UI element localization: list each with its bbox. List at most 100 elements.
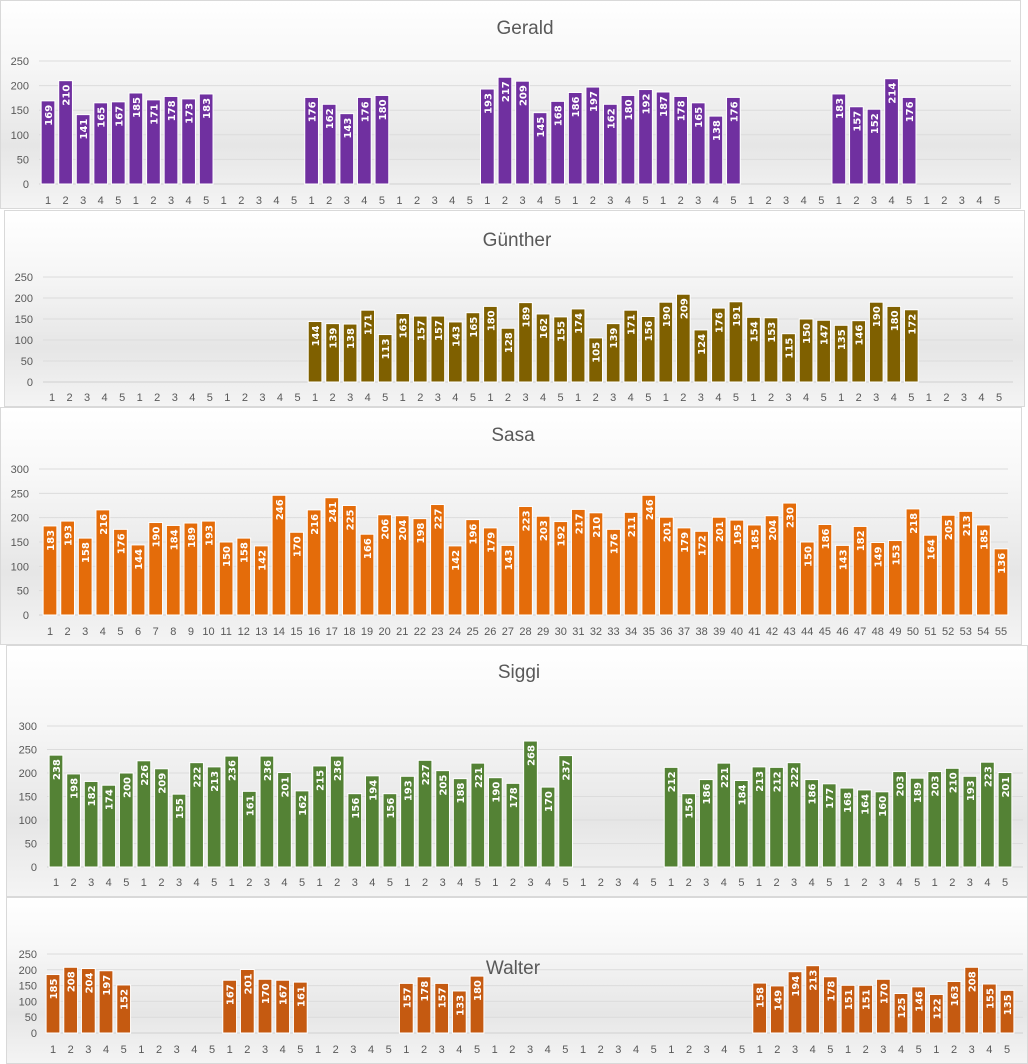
x-tick-label: 3 [168, 195, 174, 207]
x-tick-label: 1 [580, 1044, 586, 1056]
x-tick-label: 16 [308, 626, 320, 638]
x-tick-label: 5 [121, 1044, 127, 1056]
x-tick-label: 2 [680, 392, 686, 404]
x-tick-label: 4 [625, 195, 631, 207]
data-label: 212 [667, 771, 678, 792]
data-label: 152 [870, 113, 881, 134]
data-label: 155 [175, 798, 186, 819]
x-tick-label: 5 [467, 195, 473, 207]
x-tick-label: 51 [924, 626, 936, 638]
data-label: 178 [167, 100, 178, 121]
data-label: 209 [519, 85, 530, 106]
data-label: 186 [702, 784, 713, 805]
x-tick-label: 1 [933, 1044, 939, 1056]
data-label: 186 [821, 528, 832, 549]
bar [165, 524, 181, 616]
x-tick-label: 2 [63, 195, 69, 207]
x-tick-label: 1 [137, 392, 143, 404]
x-tick-label: 2 [154, 392, 160, 404]
data-label: 186 [808, 784, 819, 805]
data-label: 170 [293, 536, 304, 557]
x-tick-label: 5 [117, 626, 123, 638]
bar [901, 96, 917, 185]
x-tick-label: 2 [68, 1044, 74, 1056]
x-tick-label: 39 [713, 626, 725, 638]
bar [382, 793, 398, 868]
bar [553, 316, 568, 383]
data-label: 195 [733, 524, 744, 545]
bar [364, 775, 380, 868]
bar [623, 309, 639, 383]
x-tick-label: 4 [369, 877, 375, 889]
x-tick-label: 38 [695, 626, 707, 638]
bar [911, 986, 927, 1034]
chart-panel-walter: 0 50 100 150 200 250 Walter 1 185 2 208 3 204 4 197 5 15… [6, 897, 1028, 1064]
data-label: 171 [364, 314, 375, 335]
bar [347, 793, 363, 868]
x-tick-label: 15 [290, 626, 302, 638]
data-label: 206 [381, 519, 392, 540]
bar [45, 974, 61, 1034]
x-tick-label: 3 [176, 877, 182, 889]
x-tick-label: 19 [361, 626, 373, 638]
y-tick-label: 100 [19, 815, 37, 827]
bar [640, 315, 656, 383]
x-tick-label: 5 [651, 1044, 657, 1056]
data-label: 208 [67, 971, 78, 992]
data-label: 226 [140, 765, 151, 786]
y-tick-label: 200 [19, 965, 37, 977]
data-label: 223 [522, 510, 533, 531]
x-tick-label: 4 [103, 1044, 109, 1056]
x-tick-label: 5 [555, 195, 561, 207]
bar [224, 755, 240, 868]
data-label: 171 [149, 104, 160, 125]
bar [663, 766, 679, 868]
bar [110, 101, 126, 185]
x-tick-label: 5 [818, 195, 824, 207]
x-tick-label: 3 [439, 1044, 445, 1056]
y-tick-label: 0 [23, 610, 29, 622]
data-label: 172 [907, 314, 918, 335]
bar [550, 100, 566, 185]
data-label: 211 [627, 516, 638, 537]
x-tick-label: 5 [291, 195, 297, 207]
x-tick-label: 5 [821, 392, 827, 404]
x-tick-label: 1 [668, 877, 674, 889]
x-tick-label: 5 [1004, 1044, 1010, 1056]
chart-svg: 0 50 100 150 200 250 300 Siggi 1 238 2 198 3 182 4 174 5… [19, 662, 1023, 889]
data-label: 151 [862, 989, 873, 1010]
data-label: 171 [627, 314, 638, 335]
bar [940, 514, 956, 616]
x-tick-label: 3 [88, 877, 94, 889]
bar [964, 966, 980, 1034]
x-tick-label: 1 [49, 392, 55, 404]
bar [603, 103, 618, 185]
data-label: 205 [944, 519, 955, 540]
data-label: 156 [351, 798, 362, 819]
x-tick-label: 4 [277, 392, 283, 404]
data-label: 165 [469, 317, 480, 338]
data-label: 162 [298, 795, 309, 816]
data-label: 157 [402, 987, 413, 1008]
x-tick-label: 1 [492, 877, 498, 889]
bar [163, 95, 179, 185]
x-tick-label: 1 [138, 1044, 144, 1056]
x-tick-label: 4 [803, 392, 809, 404]
y-tick-label: 100 [11, 130, 29, 142]
x-tick-label: 4 [721, 1044, 727, 1056]
x-tick-label: 20 [378, 626, 390, 638]
bar [148, 522, 164, 616]
data-label: 113 [381, 338, 392, 359]
y-tick-label: 300 [19, 721, 37, 733]
data-label: 193 [483, 93, 494, 114]
x-tick-label: 2 [414, 195, 420, 207]
x-tick-label: 3 [792, 1044, 798, 1056]
x-tick-label: 3 [967, 877, 973, 889]
bar [80, 968, 96, 1034]
data-label: 203 [931, 776, 942, 797]
data-label: 180 [486, 310, 497, 331]
bar [40, 100, 56, 185]
y-tick-label: 200 [19, 768, 37, 780]
data-label: 213 [755, 771, 766, 792]
bar [206, 766, 222, 868]
